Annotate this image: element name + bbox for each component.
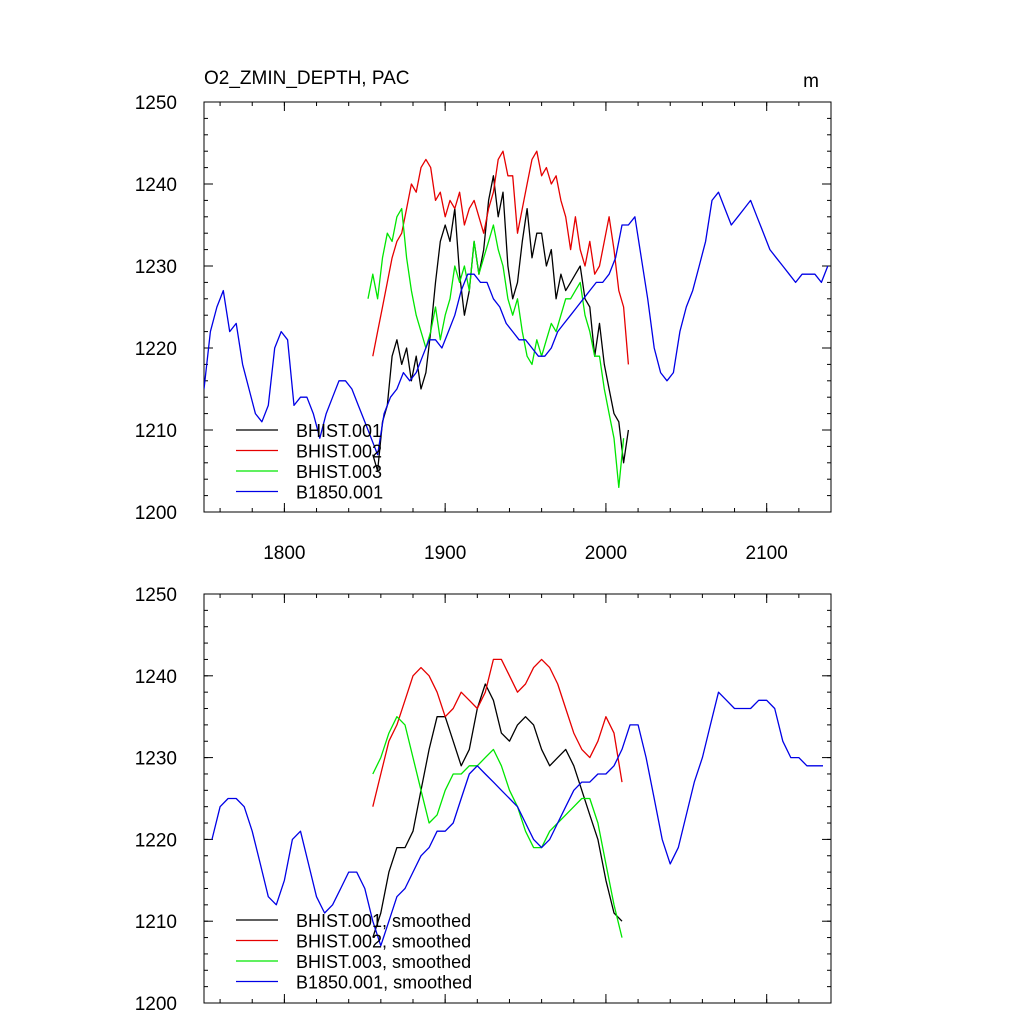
series-line-bhist-001 — [372, 175, 630, 472]
series-line-bhist-003 — [367, 207, 625, 489]
y-tick-label: 1250 — [135, 585, 177, 606]
series-line-b1850-001-smoothed — [211, 691, 823, 947]
y-tick-label: 1210 — [135, 421, 177, 442]
x-tick-label: 1800 — [263, 543, 305, 564]
y-tick-label: 1230 — [135, 257, 177, 278]
legend-label: BHIST.001, smoothed — [296, 911, 471, 931]
series-line-bhist-001-smoothed — [372, 683, 623, 938]
legend-label: B1850.001 — [296, 483, 383, 503]
y-tick-label: 1240 — [135, 175, 177, 196]
legend-label: BHIST.002 — [296, 442, 382, 462]
y-tick-label: 1220 — [135, 339, 177, 360]
bottom-panel-smoothed: 1200 1210 1220 1230 1240 1250 BHIST.001, smoot… — [135, 585, 832, 1015]
y-tick-label: 1220 — [135, 830, 177, 851]
plot-frame — [203, 593, 832, 1004]
plot-frame — [203, 101, 832, 513]
x-tick-label: 1900 — [424, 543, 466, 564]
top-panel-raw: 1200 1210 1220 1230 1240 1250 1800 1900 2000 2100… — [135, 93, 832, 564]
x-tick-label: 2100 — [746, 543, 788, 564]
legend-label: BHIST.003 — [296, 462, 382, 482]
chart-title: O2_ZMIN_DEPTH, PAC — [204, 68, 410, 89]
y-tick-label: 1230 — [135, 749, 177, 770]
series-line-bhist-002-smoothed — [372, 658, 623, 807]
legend-label: BHIST.003, smoothed — [296, 952, 471, 972]
units-label: m — [803, 71, 819, 92]
series-line-b1850-001 — [204, 191, 829, 456]
legend-label: BHIST.001 — [296, 421, 382, 441]
x-tick-label: 2000 — [585, 543, 627, 564]
y-tick-label: 1240 — [135, 667, 177, 688]
y-tick-label: 1210 — [135, 912, 177, 933]
y-tick-label: 1200 — [135, 503, 177, 524]
y-tick-label: 1250 — [135, 93, 177, 114]
legend-label: BHIST.002, smoothed — [296, 932, 471, 952]
y-tick-label: 1200 — [135, 994, 177, 1015]
series-line-bhist-003-smoothed — [372, 716, 623, 938]
series-line-bhist-002 — [372, 150, 630, 365]
legend-label: B1850.001, smoothed — [296, 973, 472, 993]
